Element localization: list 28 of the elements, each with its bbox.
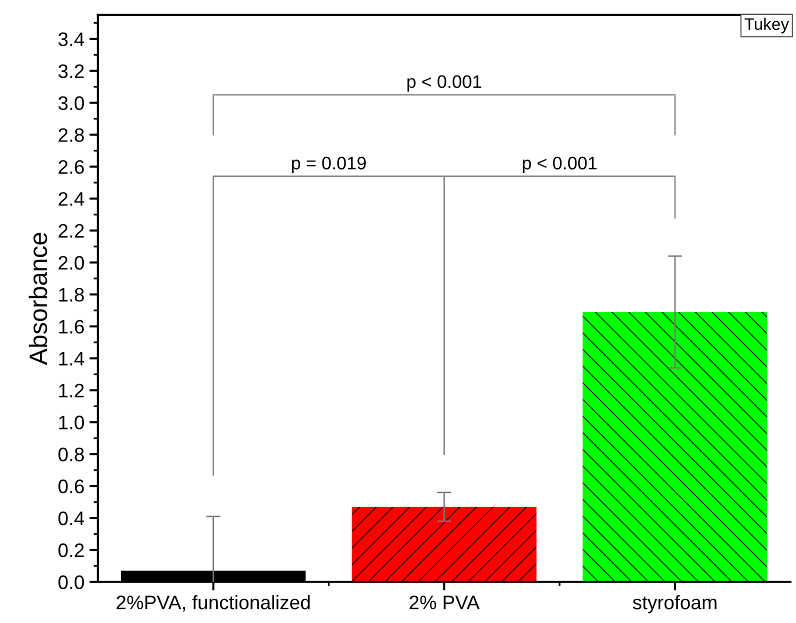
y-tick-label: 0.2 <box>58 543 84 558</box>
x-tick-label: styrofoam <box>632 595 716 614</box>
y-tick-label: 3.4 <box>58 32 84 46</box>
x-tick-label: 2% PVA <box>410 596 480 610</box>
y-tick-label: 3.0 <box>58 96 84 110</box>
y-tick-label: 2.0 <box>58 256 84 270</box>
y-tick-label: 2.4 <box>58 192 84 206</box>
y-tick-label: 1.6 <box>59 320 84 334</box>
annotation: p < 0.001 <box>407 75 482 92</box>
y-tick-label: 1.4 <box>59 352 84 366</box>
bar <box>582 312 768 582</box>
y-tick-label: 1.0 <box>59 416 84 430</box>
y-axis-title: Absorbance <box>28 232 48 366</box>
y-tick-label: 0.0 <box>58 575 84 590</box>
y-tick-label: 1.2 <box>59 384 84 398</box>
y-tick-label: 2.2 <box>58 224 84 238</box>
y-tick-label: 1.8 <box>59 288 84 302</box>
y-tick-label: 2.8 <box>58 128 84 142</box>
annotation: Tukey <box>744 18 790 34</box>
y-tick-label: 2.6 <box>58 160 84 174</box>
y-tick-label: 0.8 <box>58 448 84 462</box>
y-tick-label: 0.4 <box>58 511 84 526</box>
annotation: p < 0.001 <box>522 156 597 174</box>
y-tick-label: 3.2 <box>58 64 84 78</box>
annotation: p = 0.019 <box>292 156 366 174</box>
bar <box>352 506 537 582</box>
y-tick-label: 0.6 <box>58 480 84 494</box>
x-tick-label: 2%PVA, functionalized <box>116 595 310 612</box>
